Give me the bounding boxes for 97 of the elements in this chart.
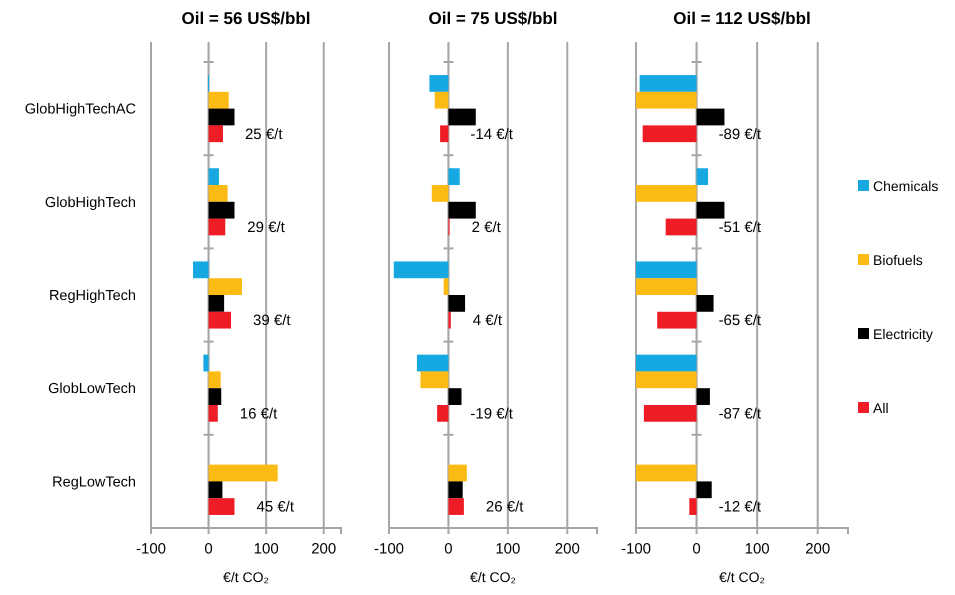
x-tick-label: 0 bbox=[204, 540, 213, 558]
y-tick-label: GlobLowTech bbox=[48, 381, 136, 398]
bar bbox=[444, 278, 448, 295]
x-tick-label: -100 bbox=[374, 540, 404, 558]
x-tick-label: 0 bbox=[444, 540, 453, 558]
data-label: 25 €/t bbox=[244, 126, 284, 143]
x-axis-title: €/t CO₂ bbox=[470, 569, 516, 585]
bar bbox=[208, 481, 222, 498]
bar bbox=[429, 75, 448, 92]
x-tick-label: 200 bbox=[805, 540, 830, 558]
bar bbox=[666, 218, 697, 236]
bar bbox=[636, 92, 697, 109]
bar bbox=[689, 498, 697, 515]
bar bbox=[696, 388, 710, 405]
x-tick-label: -100 bbox=[620, 540, 652, 558]
bar bbox=[208, 464, 278, 482]
bar bbox=[696, 202, 724, 219]
bar bbox=[636, 464, 697, 482]
bar bbox=[448, 108, 476, 126]
bar bbox=[208, 498, 234, 515]
x-axis-title: €/t CO₂ bbox=[719, 569, 765, 585]
bar bbox=[448, 464, 467, 482]
x-tick-label: 0 bbox=[692, 540, 701, 558]
data-label: 4 €/t bbox=[472, 312, 503, 330]
bar bbox=[448, 295, 466, 312]
bar bbox=[394, 261, 448, 278]
bar bbox=[193, 261, 209, 278]
bar bbox=[644, 404, 697, 422]
bar bbox=[208, 218, 226, 236]
bar bbox=[636, 278, 697, 295]
y-tick-label: GlobHighTech bbox=[44, 194, 136, 211]
bar bbox=[696, 108, 724, 126]
bar bbox=[208, 92, 229, 109]
bar bbox=[636, 354, 697, 372]
bar bbox=[448, 388, 462, 405]
bar bbox=[434, 92, 448, 109]
bar bbox=[208, 388, 222, 405]
chart-title: Oil = 56 US$/bbl bbox=[182, 9, 310, 28]
data-label: -51 €/t bbox=[718, 218, 762, 236]
x-tick-label: 200 bbox=[554, 540, 580, 558]
data-label: 2 €/t bbox=[472, 218, 502, 236]
y-tick-label: RegLowTech bbox=[52, 474, 136, 490]
bar bbox=[432, 185, 448, 202]
bar bbox=[208, 295, 224, 312]
data-label: -14 €/t bbox=[470, 126, 514, 143]
legend-label: Electricity bbox=[873, 326, 933, 342]
data-label: 26 €/t bbox=[486, 498, 524, 516]
y-tick-label: RegHighTech bbox=[48, 288, 136, 304]
bar bbox=[636, 185, 697, 202]
y-tick-label: GlobHighTechAC bbox=[24, 102, 136, 118]
chart-title: Oil = 75 US$/bbl bbox=[428, 9, 558, 28]
bar bbox=[420, 371, 448, 388]
bar bbox=[636, 371, 697, 388]
bar bbox=[448, 202, 476, 219]
data-label: 39 €/t bbox=[253, 312, 292, 330]
data-label: -87 €/t bbox=[718, 405, 762, 422]
bar bbox=[203, 354, 209, 372]
bar bbox=[696, 295, 714, 312]
data-label: -89 €/t bbox=[718, 126, 762, 143]
bar bbox=[448, 481, 463, 498]
legend-label: Biofuels bbox=[873, 252, 923, 268]
x-tick-label: 200 bbox=[311, 540, 336, 558]
bar bbox=[657, 312, 697, 329]
bar bbox=[208, 108, 234, 126]
data-label: 45 €/t bbox=[256, 498, 295, 516]
bar bbox=[440, 125, 448, 142]
x-tick-label: 100 bbox=[495, 540, 520, 558]
chart-title: Oil = 112 US$/bbl bbox=[673, 9, 811, 28]
bar bbox=[208, 312, 232, 329]
bar bbox=[437, 404, 448, 422]
bar bbox=[208, 404, 218, 422]
bar bbox=[636, 261, 697, 278]
data-label: -19 €/t bbox=[470, 405, 514, 422]
bar bbox=[208, 202, 234, 219]
x-tick-label: -100 bbox=[136, 540, 166, 558]
bar bbox=[208, 125, 223, 142]
bar bbox=[208, 185, 228, 202]
bar bbox=[448, 312, 451, 329]
bar bbox=[416, 354, 448, 372]
bar bbox=[208, 278, 242, 295]
data-label: -12 €/t bbox=[718, 498, 762, 516]
x-tick-label: 100 bbox=[744, 540, 770, 558]
legend-label: Chemicals bbox=[873, 178, 938, 194]
legend-label: All bbox=[873, 400, 889, 416]
bar bbox=[448, 168, 460, 186]
x-tick-label: 100 bbox=[254, 540, 279, 558]
bar bbox=[696, 481, 712, 498]
x-axis-title: €/t CO₂ bbox=[223, 569, 269, 585]
bar bbox=[208, 168, 219, 186]
bar bbox=[640, 75, 697, 92]
data-label: 29 €/t bbox=[247, 218, 286, 236]
bar bbox=[642, 125, 697, 142]
bar bbox=[696, 168, 708, 186]
data-label: 16 €/t bbox=[240, 405, 278, 422]
data-label: -65 €/t bbox=[718, 312, 762, 330]
bar bbox=[448, 498, 464, 515]
bar bbox=[208, 371, 221, 388]
